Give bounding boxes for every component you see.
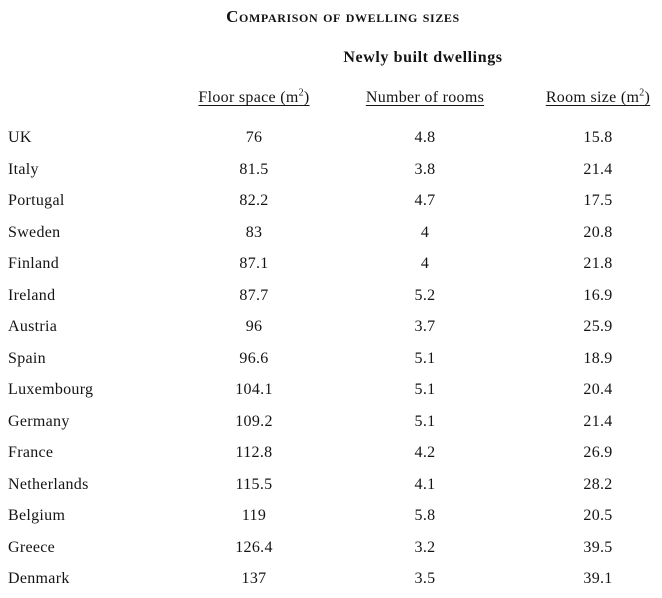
cell-floor-space: 112.8 bbox=[235, 444, 273, 461]
row-label-country: Sweden bbox=[8, 223, 61, 241]
cell-room-size: 20.4 bbox=[583, 381, 613, 398]
header-spacer bbox=[0, 88, 180, 108]
row-label-country: Finland bbox=[8, 255, 59, 272]
table-row: Germany 109.2 5.1 21.4 bbox=[0, 406, 662, 438]
row-label-country: Denmark bbox=[8, 570, 70, 587]
table-row: UK 76 4.8 15.8 bbox=[0, 122, 662, 154]
table-row: France 112.8 4.2 26.9 bbox=[0, 437, 662, 469]
cell-number-of-rooms: 3.5 bbox=[414, 570, 436, 587]
cell-room-size: 21.4 bbox=[583, 412, 613, 430]
cell-number-of-rooms: 4.2 bbox=[414, 444, 436, 461]
cell-floor-space: 76 bbox=[245, 129, 263, 146]
cell-number-of-rooms: 4 bbox=[420, 255, 430, 272]
cell-number-of-rooms: 3.2 bbox=[414, 538, 436, 556]
cell-room-size: 39.1 bbox=[583, 570, 613, 587]
cell-number-of-rooms: 4.8 bbox=[414, 129, 436, 146]
cell-number-of-rooms: 5.1 bbox=[414, 381, 436, 398]
cell-room-size: 21.4 bbox=[583, 160, 613, 178]
row-label-country: Portugal bbox=[8, 192, 65, 209]
superscript-2: 2 bbox=[298, 87, 304, 99]
row-label-country: France bbox=[8, 444, 54, 461]
cell-number-of-rooms: 5.1 bbox=[414, 412, 436, 430]
cell-room-size: 20.8 bbox=[583, 223, 613, 241]
cell-number-of-rooms: 4 bbox=[420, 223, 430, 241]
column-header-number-of-rooms-label: Number of rooms bbox=[365, 89, 485, 106]
table-row: Italy 81.5 3.8 21.4 bbox=[0, 154, 662, 186]
row-label-country: Spain bbox=[8, 349, 46, 367]
cell-floor-space: 119 bbox=[241, 507, 267, 524]
cell-floor-space: 109.2 bbox=[235, 412, 273, 430]
cell-room-size: 25.9 bbox=[583, 318, 613, 335]
cell-floor-space: 115.5 bbox=[235, 475, 273, 493]
cell-room-size: 17.5 bbox=[583, 192, 613, 209]
table-subtitle: Newly built dwellings bbox=[343, 49, 503, 66]
cell-room-size: 28.2 bbox=[583, 475, 613, 493]
cell-floor-space: 96 bbox=[245, 318, 263, 335]
table-row: Greece 126.4 3.2 39.5 bbox=[0, 532, 662, 564]
table-title: Comparison of dwelling sizes bbox=[226, 7, 460, 26]
cell-number-of-rooms: 5.8 bbox=[414, 507, 436, 524]
table-row: Belgium 119 5.8 20.5 bbox=[0, 500, 662, 532]
table-body: UK 76 4.8 15.8 Italy 81.5 3.8 21.4 Portugal 82.2 4… bbox=[0, 122, 662, 595]
row-label-country: Austria bbox=[8, 318, 58, 335]
row-label-country: UK bbox=[8, 129, 32, 146]
cell-room-size: 20.5 bbox=[583, 507, 613, 524]
table-row: Luxembourg 104.1 5.1 20.4 bbox=[0, 374, 662, 406]
row-label-country: Greece bbox=[8, 538, 56, 556]
cell-room-size: 21.8 bbox=[583, 255, 613, 272]
cell-number-of-rooms: 3.7 bbox=[414, 318, 436, 335]
column-header-floor-space: Floor space (m2) bbox=[180, 88, 328, 108]
cell-number-of-rooms: 5.1 bbox=[414, 349, 436, 367]
table-row: Austria 96 3.7 25.9 bbox=[0, 311, 662, 343]
cell-floor-space: 104.1 bbox=[235, 381, 273, 398]
cell-number-of-rooms: 4.1 bbox=[414, 475, 436, 493]
table-row: Portugal 82.2 4.7 17.5 bbox=[0, 185, 662, 217]
row-label-country: Belgium bbox=[8, 507, 66, 524]
cell-floor-space: 87.1 bbox=[239, 255, 269, 272]
cell-floor-space: 83 bbox=[245, 223, 263, 241]
cell-floor-space: 82.2 bbox=[239, 192, 269, 209]
column-header-room-size: Room size (m2) bbox=[522, 88, 662, 108]
table-header-row: Floor space (m2) Number of rooms Room si… bbox=[0, 88, 662, 108]
column-header-floor-space-label: Floor space (m2) bbox=[198, 87, 310, 106]
superscript-2: 2 bbox=[639, 87, 645, 99]
table-row: Sweden 83 4 20.8 bbox=[0, 217, 662, 249]
table-row: Denmark 137 3.5 39.1 bbox=[0, 563, 662, 595]
column-header-room-size-label: Room size (m2) bbox=[545, 87, 651, 106]
cell-room-size: 39.5 bbox=[583, 538, 613, 556]
row-label-country: Germany bbox=[8, 412, 70, 430]
column-header-number-of-rooms: Number of rooms bbox=[328, 88, 522, 108]
cell-floor-space: 126.4 bbox=[235, 538, 273, 556]
cell-number-of-rooms: 4.7 bbox=[414, 192, 436, 209]
cell-floor-space: 81.5 bbox=[239, 160, 269, 178]
table-row: Ireland 87.7 5.2 16.9 bbox=[0, 280, 662, 312]
cell-number-of-rooms: 5.2 bbox=[414, 286, 436, 304]
cell-floor-space: 137 bbox=[241, 570, 267, 587]
row-label-country: Italy bbox=[8, 160, 39, 178]
cell-floor-space: 96.6 bbox=[239, 349, 269, 367]
cell-floor-space: 87.7 bbox=[239, 286, 269, 304]
cell-room-size: 16.9 bbox=[583, 286, 613, 304]
table-row: Spain 96.6 5.1 18.9 bbox=[0, 343, 662, 375]
row-label-country: Ireland bbox=[8, 286, 56, 304]
cell-room-size: 15.8 bbox=[583, 129, 613, 146]
cell-room-size: 26.9 bbox=[583, 444, 613, 461]
table-row: Finland 87.1 4 21.8 bbox=[0, 248, 662, 280]
row-label-country: Netherlands bbox=[8, 475, 89, 493]
cell-room-size: 18.9 bbox=[583, 349, 613, 367]
table-row: Netherlands 115.5 4.1 28.2 bbox=[0, 469, 662, 501]
cell-number-of-rooms: 3.8 bbox=[414, 160, 436, 178]
row-label-country: Luxembourg bbox=[8, 381, 94, 398]
